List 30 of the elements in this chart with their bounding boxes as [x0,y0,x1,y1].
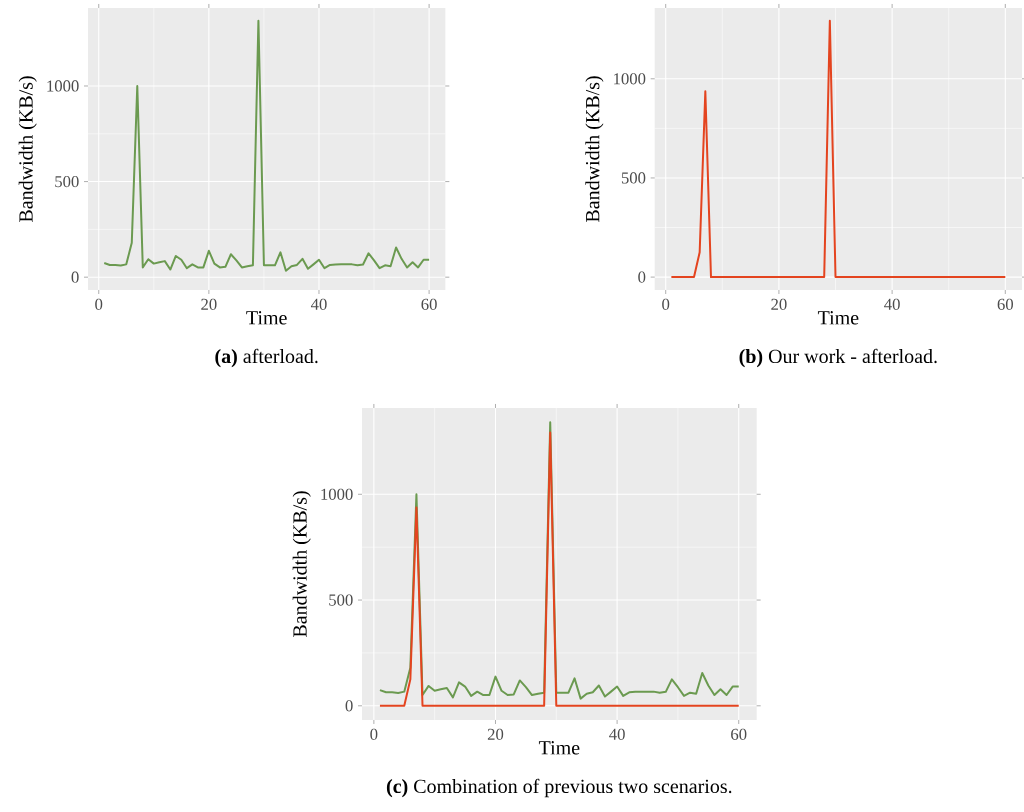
y-tick-label: 0 [345,700,353,712]
x-tick-label: 40 [609,728,625,740]
x-axis-title: Time [246,311,287,325]
y-axis-title: Bandwidth (KB/s) [585,76,604,223]
text: (a) afterload. [215,348,318,368]
y-tick-label: 500 [329,594,353,606]
x-tick-label: 40 [884,298,900,310]
y-tick-label: 1000 [47,80,79,92]
x-tick-label: 20 [201,298,217,310]
y-tick-label: 1000 [321,488,353,500]
y-tick-label: 500 [621,172,646,184]
y-tick-label: 0 [71,271,79,283]
y-tick-label: 1000 [614,73,646,85]
text: (b) Our work - afterload. [739,348,937,368]
y-axis-title: Bandwidth (KB/s) [292,491,311,638]
x-axis-title: Time [538,741,580,755]
x-tick-label: 60 [997,298,1014,310]
text: (c) Combination of previous two scenarios. [386,778,732,798]
x-tick-label: 0 [95,298,103,310]
x-tick-label: 0 [662,298,670,310]
x-tick-label: 0 [370,728,378,740]
x-axis-title: Time [817,311,859,325]
x-tick-label: 20 [487,728,504,740]
x-tick-label: 60 [421,298,437,310]
y-tick-label: 500 [55,175,79,188]
x-tick-label: 40 [310,298,327,310]
x-tick-label: 20 [771,298,787,310]
y-tick-label: 0 [638,271,646,283]
x-tick-label: 60 [731,728,747,740]
y-axis-title: Bandwidth (KB/s) [18,76,37,223]
